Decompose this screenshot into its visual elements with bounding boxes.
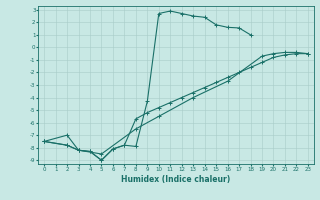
X-axis label: Humidex (Indice chaleur): Humidex (Indice chaleur)	[121, 175, 231, 184]
